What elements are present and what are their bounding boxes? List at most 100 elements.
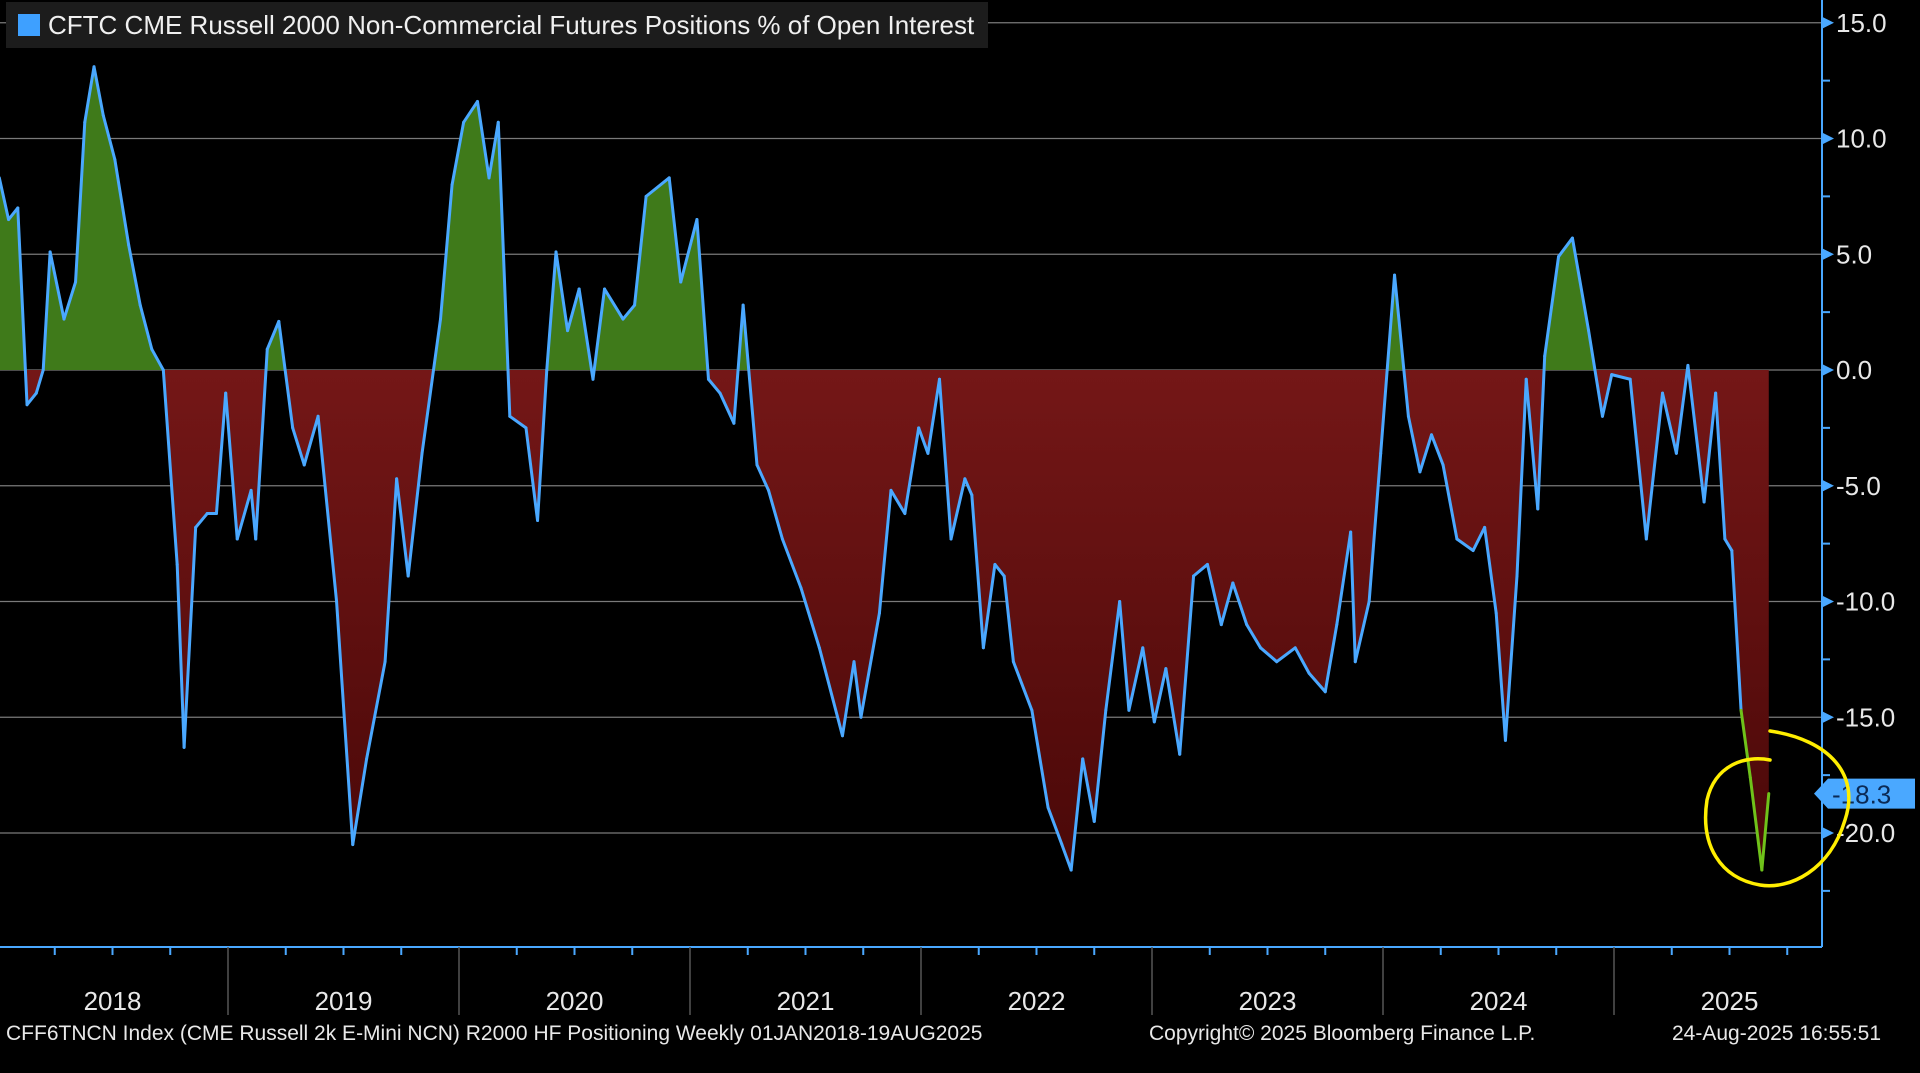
series-segment xyxy=(1471,525,1487,553)
series-segment xyxy=(0,176,11,222)
series-segment xyxy=(741,303,759,467)
series-segment xyxy=(732,303,745,425)
series-segment xyxy=(1418,433,1434,474)
series-segment xyxy=(591,287,607,381)
series-segment xyxy=(1205,562,1223,627)
series-segment xyxy=(475,99,491,180)
y-tick-label: -10.0 xyxy=(1836,587,1895,617)
series-segment xyxy=(1515,377,1528,578)
series-segment xyxy=(508,414,528,430)
series-segment xyxy=(34,368,45,395)
y-tick-label: 0.0 xyxy=(1836,355,1872,385)
series-segment xyxy=(1628,377,1648,541)
series-segment xyxy=(1393,273,1410,418)
series-segment xyxy=(194,512,209,529)
series-segment xyxy=(981,562,997,650)
series-segment xyxy=(1524,377,1540,511)
series-segment xyxy=(462,99,479,124)
x-tick-label: 2025 xyxy=(1701,986,1759,1016)
series-segment xyxy=(1600,373,1614,418)
series-segment xyxy=(1353,600,1371,664)
series-segment xyxy=(524,426,540,522)
last-value-label: -18.3 xyxy=(1832,780,1891,810)
series-segment xyxy=(1178,574,1196,756)
series-segment xyxy=(1536,354,1547,511)
axes xyxy=(0,0,1915,1015)
series-segment xyxy=(877,488,893,615)
x-tick-label: 2024 xyxy=(1470,986,1528,1016)
series-segment xyxy=(1060,843,1073,872)
series-segment xyxy=(450,120,466,187)
series-segment xyxy=(83,65,96,124)
x-tick-label: 2018 xyxy=(84,986,142,1016)
y-tick-label: 15.0 xyxy=(1836,8,1887,38)
series-segment xyxy=(1245,623,1263,650)
series-segment xyxy=(1686,363,1706,504)
y-tick-marker xyxy=(1822,364,1834,376)
y-tick-marker xyxy=(1822,248,1834,261)
series-segment xyxy=(577,287,595,381)
series-segment xyxy=(1192,562,1209,578)
series-segment xyxy=(859,611,881,719)
x-tick-label: 2020 xyxy=(546,986,604,1016)
series-segment xyxy=(1231,581,1249,627)
x-tick-label: 2023 xyxy=(1239,986,1297,1016)
series-segment xyxy=(1118,600,1131,712)
series-segment xyxy=(1046,806,1064,847)
series-segment xyxy=(365,660,387,761)
series-segment xyxy=(406,451,424,578)
y-tick-marker xyxy=(1822,479,1834,492)
y-tick-marker xyxy=(1822,16,1834,29)
last-value-badge xyxy=(1814,778,1915,809)
series-segment xyxy=(926,377,941,455)
series-segment xyxy=(545,250,558,372)
series-segment xyxy=(1430,433,1445,467)
series-segment xyxy=(566,287,581,333)
series-segment xyxy=(41,250,52,372)
series-segment xyxy=(1587,329,1604,418)
series-segment xyxy=(799,586,821,650)
series-segment xyxy=(16,206,29,407)
series-segment xyxy=(1714,391,1727,541)
series-segment xyxy=(127,243,142,307)
series-segment xyxy=(1127,646,1145,712)
series-segment xyxy=(1494,611,1507,742)
footer-source: CFF6TNCN Index (CME Russell 2k E-Mini NC… xyxy=(6,1022,983,1045)
series-segment xyxy=(1011,660,1034,712)
series-segment xyxy=(48,250,66,321)
y-tick-marker xyxy=(1822,595,1834,608)
series-segment xyxy=(214,391,228,516)
series-segment xyxy=(487,120,500,180)
series-segment xyxy=(1760,792,1771,872)
series-segment xyxy=(1081,757,1096,823)
series-segment xyxy=(496,120,512,418)
y-tick-marker xyxy=(1822,827,1834,839)
y-tick-marker xyxy=(1822,132,1834,145)
series-segment xyxy=(1557,236,1574,259)
series-segment xyxy=(161,368,179,566)
series-segment xyxy=(706,377,722,395)
series-segment xyxy=(101,113,117,161)
series-segment xyxy=(1141,646,1156,724)
y-tick-label: 5.0 xyxy=(1836,239,1872,269)
series-segment xyxy=(993,562,1006,578)
series-segment xyxy=(1002,574,1015,664)
series-segment xyxy=(1730,549,1743,712)
series-segment xyxy=(755,463,771,492)
series-segment xyxy=(1503,574,1519,742)
series-segment xyxy=(1723,537,1734,553)
series-segment xyxy=(889,488,907,516)
series-segment xyxy=(937,377,953,541)
area-fills xyxy=(0,66,1769,870)
series-segment xyxy=(175,562,186,749)
series-segment xyxy=(1323,623,1339,694)
series-segment xyxy=(1379,273,1397,455)
footer-timestamp: 24-Aug-2025 16:55:51 xyxy=(1672,1022,1882,1045)
series-segment xyxy=(1483,525,1498,615)
series-segment xyxy=(1570,236,1591,333)
series-segment xyxy=(1104,600,1122,712)
annotation-circle xyxy=(1703,729,1851,888)
series-segment xyxy=(316,414,339,603)
